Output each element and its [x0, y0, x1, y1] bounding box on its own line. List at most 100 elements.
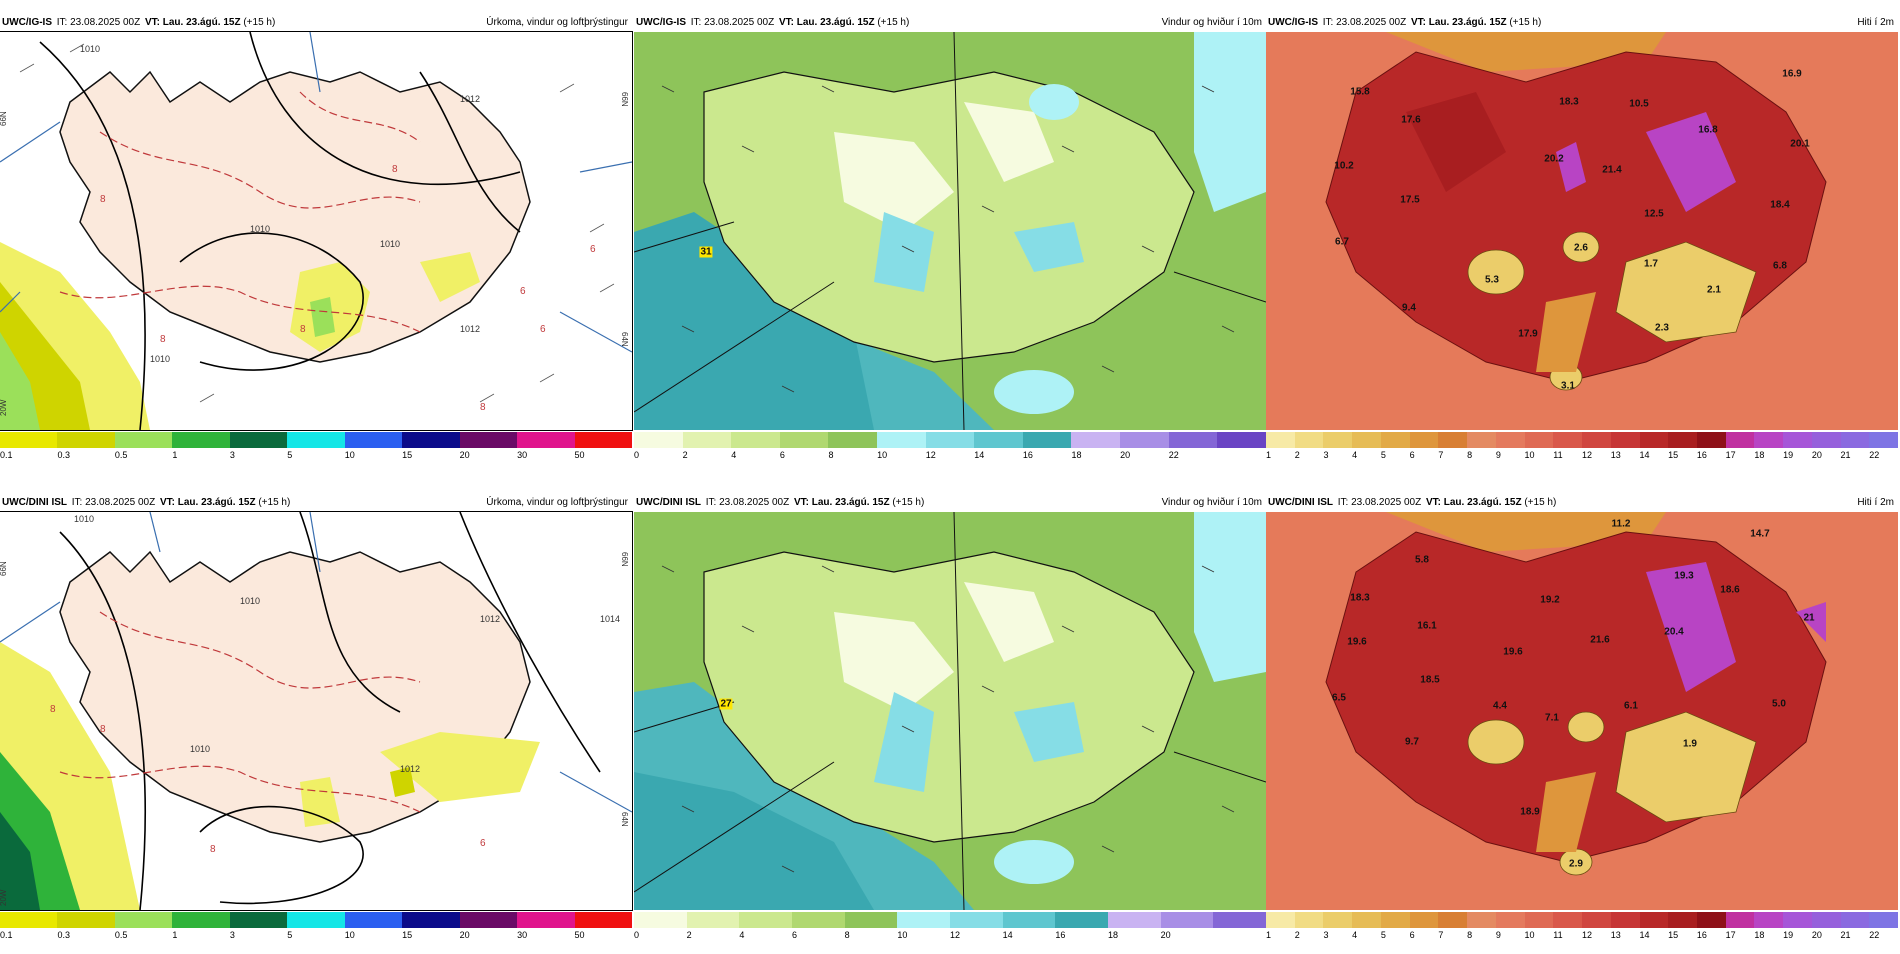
temp-label: 8 — [100, 724, 106, 735]
calm-sea — [1029, 84, 1079, 120]
it-value: 23.08.2025 00Z — [719, 497, 790, 508]
panel-header: UWC/IG-IS IT: 23.08.2025 00Z VT: Lau. 23… — [0, 14, 632, 32]
colorbar-tick-label: 15 — [1668, 450, 1679, 460]
lat-label: 66N — [0, 111, 8, 126]
lat-label: 66N — [0, 561, 8, 576]
colorbar-tick-label: 10 — [344, 930, 355, 940]
map-wind[interactable]: 31 — [634, 32, 1266, 430]
colorbar-tick-label: 20 — [1811, 930, 1822, 940]
colorbar-swatch — [1294, 912, 1324, 928]
wind-barbs — [19, 43, 615, 403]
colorbar-swatch — [877, 432, 926, 448]
colorbar-ticks: 1 2 3 4 5 6 7 8 9 10 11 12 13 14 15 16 17 18 19 20 21 22 — [1266, 930, 1898, 942]
precip-shade-sw3 — [0, 332, 40, 430]
colorbar-tick-label: 20 — [1120, 450, 1131, 460]
strong-wind-area — [1014, 702, 1084, 762]
graticule — [309, 512, 321, 573]
colorbar-tick-label: 50 — [574, 450, 585, 460]
colorbar-swatch — [1380, 432, 1410, 448]
colorbar-tick-label: 19 — [1783, 930, 1794, 940]
temperature-label: 17.9 — [1518, 328, 1538, 340]
temperature-label: 2.6 — [1574, 242, 1588, 254]
colorbar-tick-label: 6 — [779, 450, 785, 460]
graticule — [0, 121, 61, 163]
temperature-label: 20.2 — [1544, 153, 1564, 165]
model-source: UWC/DINI ISL — [2, 497, 67, 508]
panel-header: UWC/DINI ISL IT: 23.08.2025 00Z VT: Lau.… — [1266, 494, 1898, 512]
colorbar-tick-label: 10 — [1524, 930, 1535, 940]
colorbar-tick-label: 0.1 — [0, 930, 13, 940]
colorbar-swatch — [287, 432, 345, 448]
panel-header: UWC/DINI ISL IT: 23.08.2025 00Z VT: Lau.… — [634, 494, 1266, 512]
colorbar-swatch — [1811, 912, 1841, 928]
colorbar-swatch — [57, 912, 115, 928]
colorbar-tick-label: 13 — [1610, 930, 1621, 940]
colorbar-swatch — [344, 432, 403, 448]
isobar-label: 1010 — [190, 744, 210, 754]
temperature-label: 4.4 — [1493, 700, 1507, 712]
colorbar-tick-label: 5 — [287, 930, 293, 940]
vt-label: VT: — [1410, 17, 1426, 28]
temperature-label: 19.2 — [1540, 594, 1560, 606]
colorbar-swatch — [844, 912, 898, 928]
vt-label: VT: — [778, 17, 794, 28]
glacier-cold — [1562, 231, 1600, 263]
colorbar-swatch — [1002, 912, 1056, 928]
temperature-label: 18.9 — [1520, 806, 1540, 818]
colorbar-tick-label: 19 — [1783, 450, 1794, 460]
model-source: UWC/IG-IS — [2, 17, 52, 28]
iceland-land — [59, 70, 531, 363]
isobar-line — [39, 41, 146, 430]
colorbar-tick-label: 3 — [1323, 450, 1329, 460]
temp-shade — [1406, 92, 1506, 192]
temperature-label: 6.1 — [1624, 700, 1638, 712]
it-label: IT: — [56, 17, 68, 28]
map-temperature[interactable]: 15.8 17.6 18.3 10.5 16.9 10.2 20.2 21.4 … — [1266, 32, 1898, 430]
graticule — [634, 221, 735, 253]
vt-label: VT: — [1425, 497, 1441, 508]
colorbar-tick-label: 0.3 — [57, 450, 70, 460]
colorbar-tick-label: 9 — [1495, 450, 1501, 460]
glacier-cold — [1615, 711, 1757, 823]
graticule — [559, 311, 632, 353]
colorbar-tick-label: 10 — [344, 450, 355, 460]
model-source: UWC/DINI ISL — [636, 497, 701, 508]
temperature-label: 1.9 — [1683, 738, 1697, 750]
colorbar-swatch — [1323, 912, 1353, 928]
colorbar-swatch — [1438, 432, 1468, 448]
graticule — [634, 761, 835, 893]
vt-value: Lau. 23.ágú. 15Z — [1428, 17, 1507, 28]
temperature-label: 21.6 — [1590, 634, 1610, 646]
colorbar-tick-label: 4 — [731, 450, 737, 460]
graticule — [953, 512, 965, 910]
map-temperature[interactable]: 11.2 14.7 5.8 18.3 19.3 18.6 19.2 16.1 1… — [1266, 512, 1898, 910]
colorbar-tick-label: 14 — [1639, 930, 1650, 940]
map-precip[interactable]: 1010 1010 1012 1012 1010 1010 8 8 8 6 8 … — [0, 31, 633, 431]
colorbar-tick-label: 15 — [402, 450, 413, 460]
temperature-label: 18.6 — [1720, 584, 1740, 596]
calm-sea — [1194, 512, 1266, 682]
colorbar-tick-label: 10 — [1524, 450, 1535, 460]
precip-panel-dini: UWC/DINI ISL IT: 23.08.2025 00Z VT: Lau.… — [0, 494, 633, 954]
map-precip[interactable]: 1010 1010 1012 1014 1010 1012 8 8 8 6 66… — [0, 511, 633, 911]
temp-label: 8 — [100, 194, 106, 205]
colorbar-tick-label: 8 — [844, 930, 850, 940]
it-label: IT: — [1337, 497, 1349, 508]
colorbar-swatch — [1553, 912, 1583, 928]
colorbar-swatch — [779, 432, 829, 448]
temp-shade — [1536, 292, 1596, 372]
temp-label: 8 — [300, 324, 306, 335]
colorbar-tick-label: 50 — [574, 930, 585, 940]
temperature-label: 11.2 — [1611, 518, 1631, 530]
colorbar-swatch — [731, 432, 780, 448]
colorbar-swatch — [1160, 912, 1214, 928]
graticule — [634, 701, 735, 733]
map-wind[interactable]: 27 — [634, 512, 1266, 910]
colorbar-swatch — [1409, 432, 1439, 448]
colorbar-swatch — [1697, 432, 1726, 448]
temp-label: 8 — [392, 164, 398, 175]
vt-label: VT: — [793, 497, 809, 508]
colorbar-tick-label: 1 — [1266, 930, 1272, 940]
temp-label: 6 — [540, 324, 546, 335]
colorbar-swatch — [402, 912, 460, 928]
